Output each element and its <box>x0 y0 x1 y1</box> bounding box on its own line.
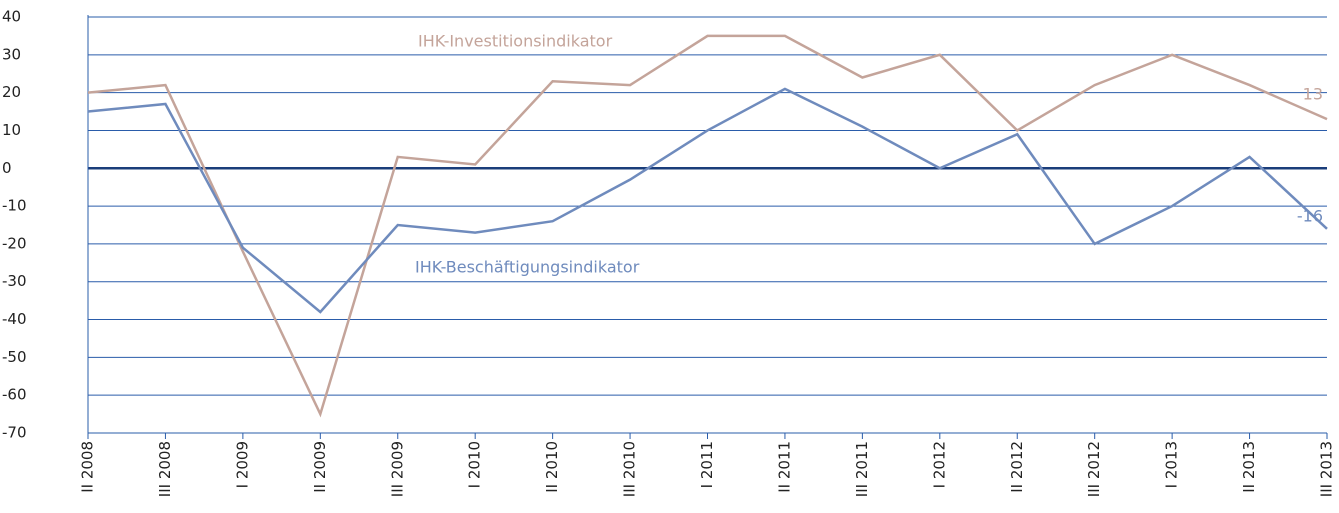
y-tick-label: -50 <box>2 348 27 366</box>
x-tick-label: II 2011 <box>775 441 793 493</box>
x-tick-label: III 2010 <box>621 441 639 497</box>
data-label: 13 <box>1303 85 1323 104</box>
y-tick-label: -20 <box>2 234 27 252</box>
x-tick-label: III 2011 <box>853 441 871 497</box>
x-tick-label: II 2010 <box>543 441 561 493</box>
y-tick-label: -10 <box>2 197 27 215</box>
y-tick-label: 30 <box>2 45 21 63</box>
x-tick-label: II 2009 <box>311 441 329 493</box>
line <box>87 87 1328 314</box>
y-tick-label: 40 <box>2 8 21 26</box>
x-tick-label: I 2010 <box>466 441 484 488</box>
x-tick-label: I 2013 <box>1163 441 1181 488</box>
x-tick-label: III 2012 <box>1085 441 1103 497</box>
x-tick-label: II 2012 <box>1008 441 1026 493</box>
line <box>87 34 1328 418</box>
y-tick-label: -60 <box>2 386 27 404</box>
y-tick-label: 10 <box>2 121 21 139</box>
x-tick-label: III 2009 <box>388 441 406 497</box>
y-tick-label: -30 <box>2 272 27 290</box>
x-tick-label: I 2009 <box>233 441 251 488</box>
x-tick-label: III 2008 <box>156 441 174 497</box>
y-tick-label: -40 <box>2 310 27 328</box>
y-tick-label: 0 <box>2 159 12 177</box>
x-tick-label: II 2013 <box>1240 441 1258 493</box>
y-tick-label: -70 <box>2 424 27 442</box>
series-label: IHK-Investitionsindikator <box>418 32 613 51</box>
x-tick-label: II 2008 <box>79 441 97 493</box>
series-label: IHK-Beschäftigungsindikator <box>415 258 640 277</box>
x-tick-label: III 2013 <box>1318 441 1336 497</box>
x-tick-label: I 2011 <box>698 441 716 488</box>
y-tick-label: 20 <box>2 83 21 101</box>
data-label: -16 <box>1297 206 1323 225</box>
x-tick-label: I 2012 <box>930 441 948 488</box>
